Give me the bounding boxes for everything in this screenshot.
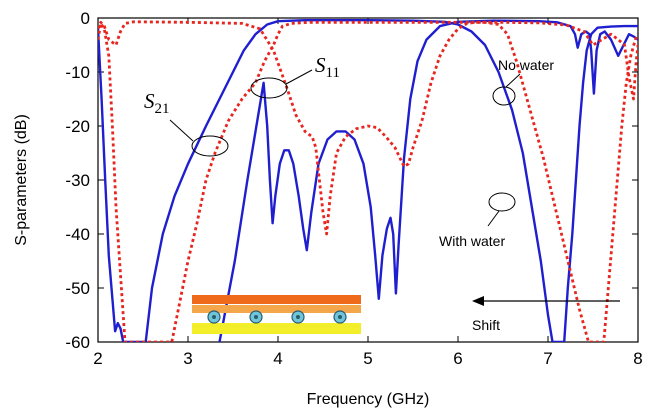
s11-marker-ellipse: [250, 77, 288, 99]
filter-structure-inset: [192, 295, 361, 334]
s21-label: S21: [144, 89, 170, 117]
no-water-label: No water: [498, 57, 554, 73]
series-line-s21-water: [98, 19, 638, 342]
y-tick-label: 0: [81, 9, 90, 28]
with-water-marker-ellipse: [488, 192, 516, 212]
inset-via-cores: [212, 315, 342, 319]
plot-frame: [97, 17, 639, 343]
s21-leader-line: [169, 119, 194, 142]
series-group: [98, 19, 638, 342]
series-line-s21-nowater: [98, 20, 638, 342]
s11-label: S11: [315, 53, 340, 81]
with-water-label: With water: [439, 233, 505, 249]
no-water-leader-line: [505, 73, 521, 88]
y-tick-label: -30: [65, 171, 90, 190]
no-water-marker-ellipse: [492, 86, 516, 106]
series-line-s11-nowater: [98, 20, 638, 236]
s11-leader-line: [285, 69, 313, 85]
axis-ticks: 2 3 4 5 6 7 8 0 -10 -20 -30 -40 -50 -60: [65, 9, 642, 368]
x-tick-label: 8: [633, 349, 642, 368]
shift-label: Shift: [472, 317, 500, 333]
x-tick-label: 5: [363, 349, 372, 368]
x-tick-label: 7: [543, 349, 552, 368]
y-tick-label: -10: [65, 63, 90, 82]
inset-via-core: [212, 315, 216, 319]
y-tick-label: -40: [65, 225, 90, 244]
inset-top-layer: [192, 295, 361, 304]
y-tick-label: -20: [65, 117, 90, 136]
y-axis-title: S-parameters (dB): [13, 114, 30, 246]
inset-bottom-layer: [192, 323, 361, 334]
x-tick-label: 4: [273, 349, 282, 368]
x-tick-label: 3: [183, 349, 192, 368]
x-tick-label: 2: [93, 349, 102, 368]
x-tick-label: 6: [453, 349, 462, 368]
s21-marker-ellipse: [191, 135, 229, 157]
annotations: S11 S21 No water With water Shift: [144, 53, 620, 333]
y-tick-label: -50: [65, 279, 90, 298]
x-axis-title: Frequency (GHz): [307, 391, 430, 408]
shift-arrowhead: [472, 296, 484, 306]
inset-via-core: [254, 315, 258, 319]
inset-via-core: [296, 315, 300, 319]
inset-via-core: [338, 315, 342, 319]
y-tick-label: -60: [65, 333, 90, 352]
inset-mid-layer: [192, 305, 361, 313]
with-water-leader-line: [487, 210, 500, 227]
series-line-s11-water: [218, 19, 638, 342]
